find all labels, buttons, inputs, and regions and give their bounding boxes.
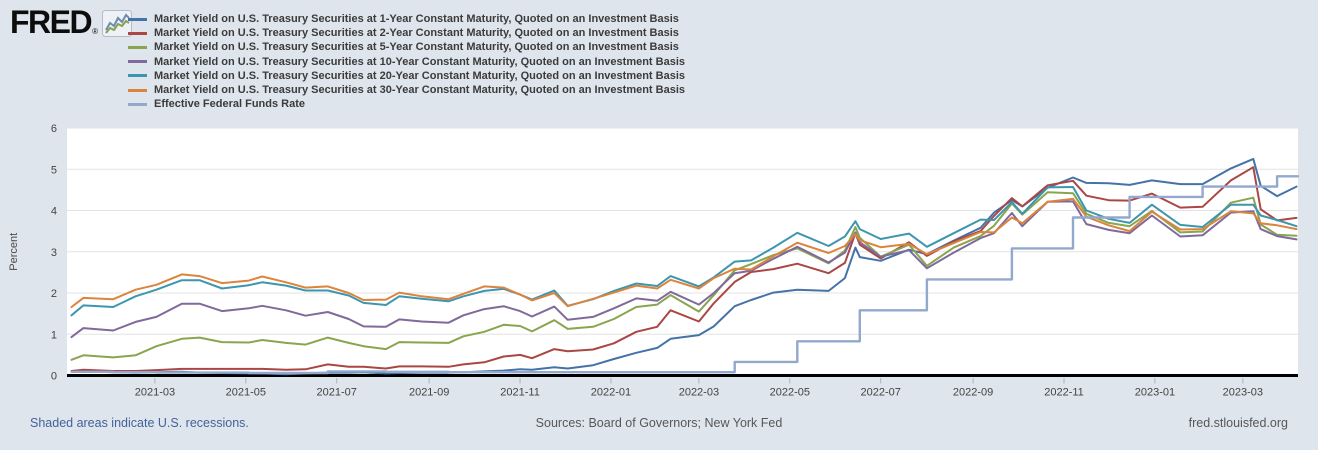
legend-swatch-20-year-icon	[128, 74, 147, 78]
legend-label-effr: Effective Federal Funds Rate	[154, 98, 305, 111]
y-tick-label: 0	[51, 371, 57, 383]
legend-swatch-5-year-icon	[128, 45, 147, 49]
x-tick-label: 2021-05	[226, 387, 266, 399]
series-line	[70, 200, 1298, 339]
fred-logo[interactable]: FRED ®	[10, 4, 133, 42]
legend-label-30-year: Market Yield on U.S. Treasury Securities…	[154, 84, 686, 97]
legend-label-1-year: Market Yield on U.S. Treasury Securities…	[154, 13, 679, 26]
x-tick-label: 2022-09	[953, 387, 993, 399]
series-line	[70, 191, 1298, 361]
y-tick-label: 2	[51, 288, 57, 300]
y-tick-label: 5	[51, 164, 57, 176]
legend-item-20-year: Market Yield on U.S. Treasury Securities…	[128, 69, 685, 83]
legend-swatch-1-year-icon	[128, 17, 147, 21]
legend-item-30-year: Market Yield on U.S. Treasury Securities…	[128, 83, 685, 97]
x-tick-label: 2022-03	[679, 387, 719, 399]
x-tick-label: 2023-01	[1135, 387, 1175, 399]
legend-label-10-year: Market Yield on U.S. Treasury Securities…	[154, 55, 686, 68]
x-tick-label: 2022-07	[861, 387, 901, 399]
x-tick-label: 2021-07	[317, 387, 357, 399]
x-tick-label: 2023-03	[1223, 387, 1263, 399]
fred-logo-chart-icon	[102, 10, 133, 42]
fred-logo-text: FRED	[10, 4, 93, 40]
x-tick-label: 2021-09	[409, 387, 449, 399]
chart-legend: Market Yield on U.S. Treasury Securities…	[128, 12, 685, 111]
y-tick-label: 4	[51, 206, 57, 218]
x-tick-label: 2022-11	[1044, 387, 1084, 399]
legend-label-20-year: Market Yield on U.S. Treasury Securities…	[154, 69, 686, 82]
series-line	[70, 166, 1298, 372]
legend-swatch-effr-icon	[128, 102, 147, 106]
legend-item-effr: Effective Federal Funds Rate	[128, 97, 685, 111]
legend-swatch-2-year-icon	[128, 31, 147, 35]
y-tick-label: 6	[51, 123, 57, 135]
series-line	[70, 197, 1298, 308]
y-tick-label: 1	[51, 329, 57, 341]
legend-label-2-year: Market Yield on U.S. Treasury Securities…	[154, 27, 679, 40]
y-axis-title: Percent	[8, 233, 20, 271]
recessions-note-link[interactable]: Shaded areas indicate U.S. recessions.	[30, 416, 249, 430]
legend-item-10-year: Market Yield on U.S. Treasury Securities…	[128, 55, 685, 69]
series-line	[70, 186, 1298, 317]
fred-site-link[interactable]: fred.stlouisfed.org	[1188, 416, 1288, 430]
y-tick-label: 3	[51, 247, 57, 259]
legend-label-5-year: Market Yield on U.S. Treasury Securities…	[154, 41, 679, 54]
x-tick-label: 2021-03	[135, 387, 175, 399]
x-tick-label: 2022-05	[770, 387, 810, 399]
legend-swatch-10-year-icon	[128, 60, 147, 64]
legend-item-1-year: Market Yield on U.S. Treasury Securities…	[128, 12, 685, 26]
x-tick-label: 2022-01	[591, 387, 631, 399]
legend-item-2-year: Market Yield on U.S. Treasury Securities…	[128, 26, 685, 40]
series-line	[70, 175, 1300, 375]
registered-trademark-symbol: ®	[92, 27, 99, 36]
legend-item-5-year: Market Yield on U.S. Treasury Securities…	[128, 40, 685, 54]
legend-swatch-30-year-icon	[128, 88, 147, 92]
x-tick-label: 2021-11	[500, 387, 540, 399]
